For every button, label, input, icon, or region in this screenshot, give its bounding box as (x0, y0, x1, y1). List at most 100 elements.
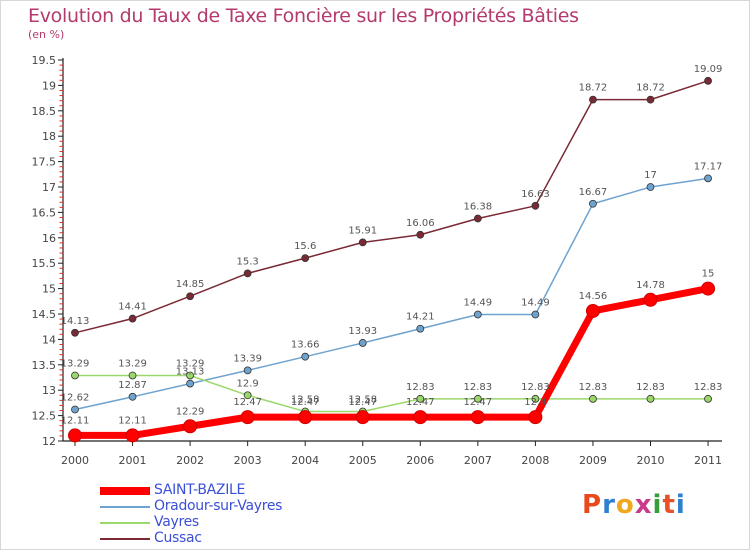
logo-letter: t (662, 490, 676, 520)
data-label-saint-bazile: 12.47 (233, 397, 262, 408)
data-point-oradour-sur-vayres (704, 174, 712, 183)
x-tick-label: 2004 (291, 454, 319, 467)
data-label-oradour-sur-vayres: 17.17 (694, 161, 723, 172)
x-tick-label: 2003 (234, 454, 262, 467)
data-label-saint-bazile: 14.56 (579, 291, 608, 302)
x-tick-label: 2002 (176, 454, 204, 467)
data-label-cussac: 18.72 (579, 83, 608, 94)
data-point-oradour-sur-vayres (473, 310, 482, 319)
data-point-cussac (128, 314, 137, 323)
legend-swatch (100, 506, 150, 508)
data-point-cussac (358, 238, 367, 247)
y-tick-label: 19 (42, 79, 56, 92)
data-point-vayres (473, 394, 482, 403)
data-label-oradour-sur-vayres: 13.39 (233, 353, 262, 364)
legend-label: SAINT-BAZILE (154, 482, 246, 498)
data-label-oradour-sur-vayres: 17 (644, 170, 657, 181)
data-label-oradour-sur-vayres: 14.21 (406, 312, 435, 323)
legend-label: Cussac (154, 530, 202, 546)
data-label-cussac: 15.6 (294, 241, 316, 252)
data-point-saint-bazile (413, 410, 428, 425)
data-label-oradour-sur-vayres: 12.87 (118, 380, 147, 391)
y-tick-label: 15 (42, 283, 56, 296)
data-label-cussac: 14.41 (118, 302, 147, 313)
data-label-saint-bazile: 12.47 (348, 397, 377, 408)
data-label-oradour-sur-vayres: 13.66 (291, 340, 320, 351)
x-tick-label: 2009 (579, 454, 607, 467)
data-label-cussac: 16.06 (406, 218, 435, 229)
data-point-vayres (243, 391, 252, 400)
y-tick-label: 16 (42, 232, 56, 245)
y-tick-label: 13.5 (32, 359, 57, 372)
axes: 12 12.5 13 13.5 14 14.5 15 15.5 16 16.5 17 17.5 18 18… (32, 54, 723, 467)
data-labels: 14.13 14.41 14.85 15.3 15.6 15.91 16.06 16.38 16… (61, 64, 723, 427)
data-label-saint-bazile: 14.78 (636, 280, 665, 291)
series-line-cussac (74, 80, 709, 334)
data-label-cussac: 16.63 (521, 189, 550, 200)
data-points (68, 76, 716, 443)
data-point-saint-bazile (701, 281, 716, 296)
data-label-saint-bazile: 12.29 (176, 406, 205, 417)
unit-label: (en %) (28, 28, 65, 41)
x-tick-label: 2005 (349, 454, 377, 467)
data-label-saint-bazile: 12.11 (118, 415, 147, 426)
data-point-cussac (301, 254, 310, 263)
data-point-saint-bazile (183, 419, 198, 434)
data-point-saint-bazile (585, 303, 600, 318)
data-point-saint-bazile (240, 410, 255, 425)
data-point-cussac (646, 95, 655, 104)
y-tick-label: 14 (42, 333, 56, 346)
data-label-cussac: 15.91 (348, 225, 377, 236)
data-point-oradour-sur-vayres (128, 392, 137, 401)
logo-letter: i (652, 490, 663, 520)
series-lines (71, 80, 712, 439)
data-label-cussac: 14.85 (176, 279, 205, 290)
data-label-vayres: 12.58 (348, 395, 377, 406)
y-tick-label: 17 (42, 181, 56, 194)
series-line-oradour-sur-vayres (74, 177, 709, 411)
y-tick-label: 18.5 (32, 105, 57, 118)
logo-letter: P (582, 490, 603, 520)
data-label-oradour-sur-vayres: 14.49 (464, 298, 493, 309)
x-tick-label: 2007 (464, 454, 492, 467)
data-point-cussac (416, 230, 425, 239)
data-label-vayres: 12.83 (636, 382, 665, 393)
data-point-oradour-sur-vayres (646, 183, 655, 191)
y-tick-label: 19.5 (32, 54, 57, 67)
legend-swatch (100, 538, 150, 540)
data-point-vayres (186, 371, 195, 380)
y-tick-label: 17.5 (32, 156, 57, 169)
data-label-saint-bazile: 12.47 (406, 397, 435, 408)
data-point-oradour-sur-vayres (186, 379, 195, 388)
data-point-saint-bazile (125, 428, 140, 443)
chart-title: Evolution du Taux de Taxe Foncière sur l… (28, 5, 579, 27)
y-tick-label: 15.5 (32, 257, 57, 270)
data-label-vayres: 12.83 (464, 382, 493, 393)
data-label-vayres: 13.29 (176, 358, 205, 369)
y-tick-label: 12.5 (32, 410, 57, 423)
data-label-vayres: 13.29 (118, 358, 147, 369)
data-point-oradour-sur-vayres (531, 310, 540, 319)
data-label-vayres: 12.83 (406, 382, 435, 393)
data-label-cussac: 18.72 (636, 83, 665, 94)
data-label-oradour-sur-vayres: 16.67 (579, 187, 608, 198)
data-label-cussac: 16.38 (464, 201, 493, 212)
data-point-saint-bazile (643, 292, 658, 307)
x-tick-label: 2006 (406, 454, 434, 467)
legend-label: Oradour-sur-Vayres (154, 498, 283, 514)
data-label-vayres: 13.29 (61, 358, 90, 369)
legend-swatch (100, 487, 150, 495)
logo-letter: i (675, 490, 686, 520)
data-label-vayres: 12.83 (579, 382, 608, 393)
data-label-vayres: 12.83 (694, 382, 723, 393)
logo-letter: o (615, 490, 635, 520)
data-point-cussac (243, 269, 252, 278)
y-tick-label: 14.5 (32, 308, 57, 321)
data-point-cussac (473, 214, 482, 223)
data-point-oradour-sur-vayres (589, 199, 597, 208)
series-line-vayres (74, 374, 709, 413)
data-point-vayres (531, 394, 540, 403)
data-label-oradour-sur-vayres: 14.49 (521, 298, 550, 309)
line-chart: 12 12.5 13 13.5 14 14.5 15 15.5 16 16.5 17 17.5 18 18… (32, 54, 723, 467)
data-point-cussac (704, 76, 712, 85)
